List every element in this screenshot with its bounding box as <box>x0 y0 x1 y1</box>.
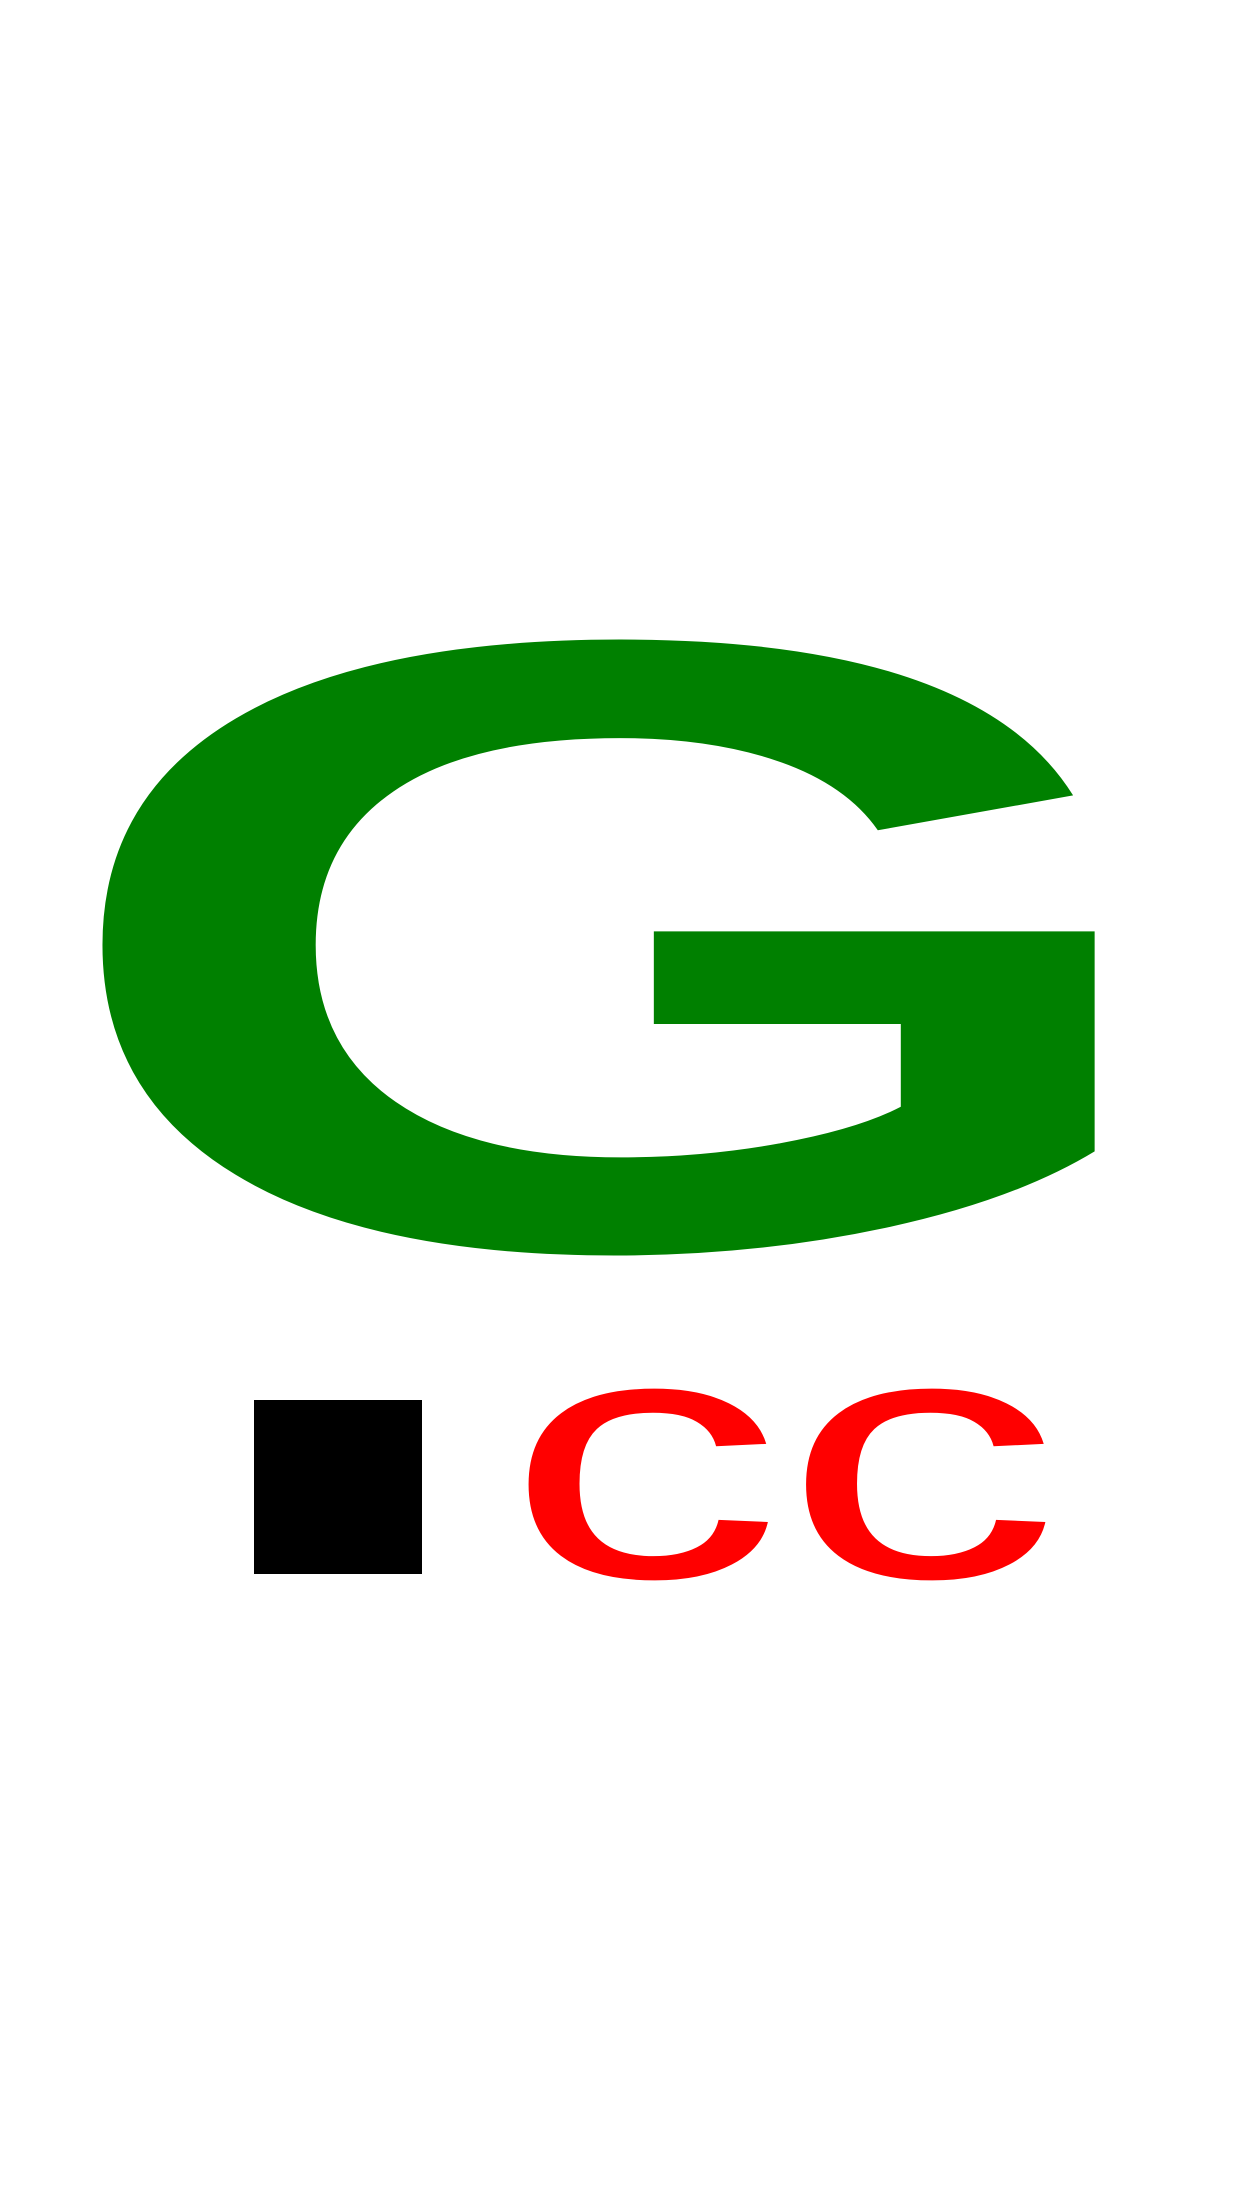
logo-main-letter: G <box>42 459 1186 1431</box>
logo-domain-suffix: cc <box>505 1261 1060 1652</box>
logo-dot-square <box>254 1400 422 1574</box>
